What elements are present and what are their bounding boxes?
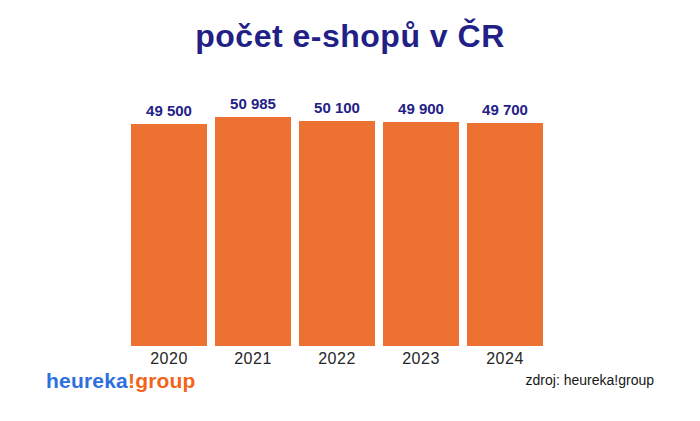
bar (467, 123, 543, 346)
bar-group: 50 100 2022 (299, 99, 375, 368)
bar-value-label: 50 985 (230, 95, 276, 112)
category-label: 2023 (402, 346, 440, 368)
bar-group: 49 500 2020 (131, 102, 207, 368)
bar (215, 117, 291, 346)
bar-group: 49 700 2024 (467, 101, 543, 368)
category-label: 2020 (150, 346, 188, 368)
bar-chart: 49 500 2020 50 985 2021 50 100 2022 49 900 2023… (131, 90, 543, 368)
category-label: 2024 (486, 346, 524, 368)
heureka-group-logo: heureka!group (46, 369, 196, 393)
bar-value-label: 49 900 (398, 100, 444, 117)
category-label: 2021 (234, 346, 272, 368)
category-label: 2022 (318, 346, 356, 368)
bar-value-label: 49 700 (482, 101, 528, 118)
bar (383, 122, 459, 346)
logo-text-group: !group (128, 369, 196, 392)
bar-value-label: 50 100 (314, 99, 360, 116)
bar-value-label: 49 500 (146, 102, 192, 119)
bar-group: 50 985 2021 (215, 95, 291, 368)
chart-canvas: počet e-shopů v ČR 49 500202050 98520215… (0, 0, 700, 421)
chart-title: počet e-shopů v ČR (0, 18, 700, 55)
logo-text-heureka: heureka (46, 369, 128, 392)
bar-group: 49 900 2023 (383, 100, 459, 368)
bar (299, 121, 375, 346)
bar (131, 124, 207, 346)
source-note: zdroj: heureka!group (526, 372, 654, 388)
